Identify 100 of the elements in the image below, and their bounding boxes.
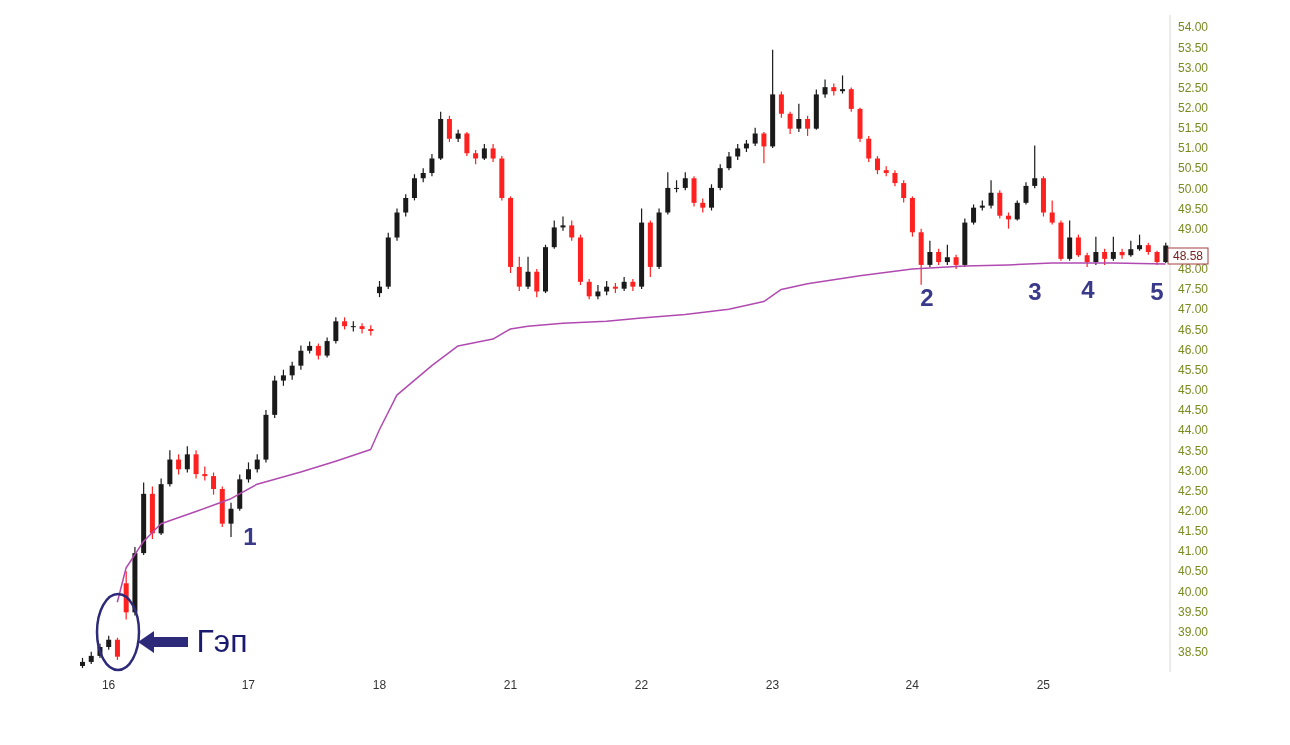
candlestick	[176, 453, 182, 476]
candlestick	[586, 278, 592, 300]
candlestick	[726, 151, 732, 171]
annotation: 3	[1028, 278, 1042, 305]
y-tick-label: 53.00	[1178, 60, 1209, 75]
candlestick	[708, 183, 714, 212]
annotation: 1	[243, 523, 257, 550]
candlestick	[114, 637, 120, 661]
candlestick	[254, 453, 260, 474]
y-tick-label: 42.50	[1178, 483, 1209, 498]
candlestick	[551, 219, 557, 250]
x-tick-label: 22	[634, 677, 649, 692]
y-tick-label: 43.50	[1178, 443, 1209, 458]
candlestick	[761, 131, 767, 164]
y-tick-label: 41.50	[1178, 524, 1209, 539]
y-tick-label: 40.50	[1178, 564, 1209, 579]
candlestick	[1014, 199, 1020, 222]
candlestick	[289, 361, 295, 381]
candlestick	[787, 111, 793, 135]
y-tick-label: 44.00	[1178, 423, 1209, 438]
candlestick	[1032, 144, 1038, 189]
y-tick-label: 42.00	[1178, 504, 1209, 519]
y-tick-label: 46.00	[1178, 342, 1209, 357]
candlestick	[211, 471, 217, 496]
x-tick-label: 23	[765, 677, 780, 692]
y-tick-label: 54.00	[1178, 20, 1209, 35]
x-tick-label: 21	[503, 677, 518, 692]
candlestick	[490, 143, 496, 163]
y-tick-label: 38.50	[1178, 645, 1209, 660]
candlestick	[245, 461, 251, 484]
y-tick-label: 47.50	[1178, 282, 1209, 297]
y-tick-label: 51.00	[1178, 141, 1209, 156]
y-tick-label: 41.00	[1178, 544, 1209, 559]
annotation: 5	[1150, 278, 1164, 305]
candlestick	[560, 215, 566, 232]
y-tick-label: 52.00	[1178, 100, 1209, 115]
y-tick-label: 50.50	[1178, 161, 1209, 176]
y-tick-label: 45.00	[1178, 383, 1209, 398]
x-tick-label: 24	[905, 677, 920, 692]
x-tick-label: 25	[1036, 677, 1051, 692]
candlestick	[359, 322, 365, 335]
candlestick	[866, 135, 872, 163]
candlestick	[534, 268, 540, 298]
candlestick	[324, 336, 330, 359]
text: 48.58	[1172, 249, 1204, 263]
candlestick	[184, 445, 190, 474]
candlestick	[193, 449, 199, 480]
candlestick	[569, 219, 575, 242]
candlestick	[682, 171, 688, 191]
candlestick	[997, 189, 1003, 220]
candlestick	[848, 86, 854, 113]
annotation: 4	[1081, 276, 1096, 303]
y-tick-label: 48.00	[1178, 262, 1209, 277]
candlestick	[1093, 236, 1099, 266]
candlestick	[944, 244, 950, 266]
candlestick	[796, 103, 802, 133]
candlestick	[429, 153, 435, 177]
candlestick	[822, 78, 828, 99]
candlestick	[333, 316, 339, 345]
candlestick	[630, 278, 636, 292]
annotation: 2	[920, 284, 934, 311]
y-tick-label: 53.50	[1178, 40, 1209, 55]
candlestick	[1075, 234, 1081, 258]
candlestick	[988, 179, 994, 210]
candlestick	[1049, 199, 1055, 226]
candlestick	[874, 155, 880, 175]
y-tick-label: 49.00	[1178, 221, 1209, 236]
y-tick-label: 44.50	[1178, 403, 1209, 418]
candlestick	[1067, 219, 1073, 262]
annotation: Гэп	[196, 623, 248, 659]
candlestick	[516, 256, 522, 292]
candlestick	[411, 173, 417, 202]
candlestick	[298, 344, 304, 371]
candlestick	[455, 129, 461, 143]
candlestick	[446, 115, 452, 143]
x-tick-label: 16	[101, 677, 116, 692]
candlestick	[525, 256, 531, 290]
line-series	[116, 262, 1167, 604]
y-tick-label: 51.50	[1178, 121, 1209, 136]
candlestick	[1119, 248, 1125, 260]
candlestick	[805, 115, 811, 137]
y-tick-label: 39.50	[1178, 604, 1209, 619]
y-tick-label: 40.00	[1178, 584, 1209, 599]
candlestick	[717, 163, 723, 191]
candlestick	[971, 203, 977, 226]
y-tick-label: 50.00	[1178, 181, 1209, 196]
x-tick-label: 18	[372, 677, 387, 692]
candlestick	[403, 193, 409, 218]
candlestick	[752, 127, 758, 147]
y-tick-label: 49.50	[1178, 201, 1209, 216]
candlestick	[901, 179, 907, 204]
y-tick-label: 43.00	[1178, 463, 1209, 478]
candlestick	[778, 90, 784, 119]
candlestick	[840, 74, 846, 95]
y-tick-label: 45.50	[1178, 362, 1209, 377]
x-tick-label: 17	[241, 677, 256, 692]
candlestick	[464, 131, 470, 157]
candlestick	[228, 502, 234, 538]
candlestick	[1110, 236, 1116, 262]
candlestick	[927, 240, 933, 268]
